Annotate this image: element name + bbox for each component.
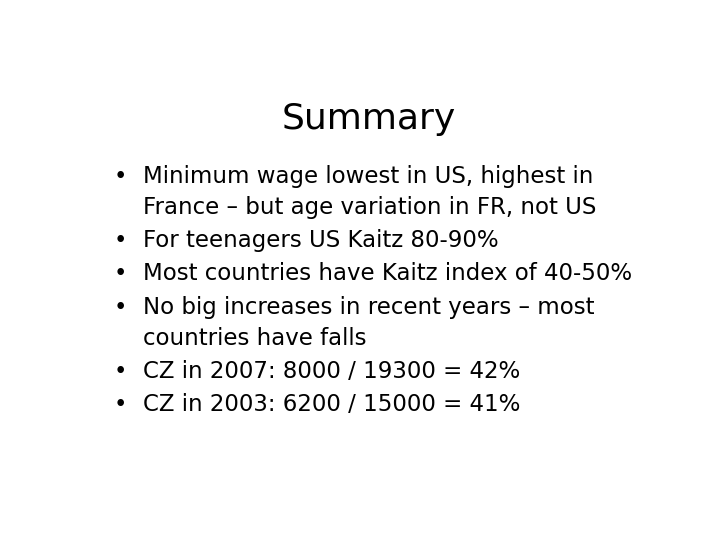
Text: CZ in 2003: 6200 / 15000 = 41%: CZ in 2003: 6200 / 15000 = 41% — [143, 393, 521, 416]
Text: •: • — [114, 165, 127, 187]
Text: countries have falls: countries have falls — [143, 327, 366, 350]
Text: For teenagers US Kaitz 80-90%: For teenagers US Kaitz 80-90% — [143, 229, 499, 252]
Text: France – but age variation in FR, not US: France – but age variation in FR, not US — [143, 196, 596, 219]
Text: •: • — [114, 360, 127, 383]
Text: •: • — [114, 295, 127, 319]
Text: CZ in 2007: 8000 / 19300 = 42%: CZ in 2007: 8000 / 19300 = 42% — [143, 360, 521, 383]
Text: Minimum wage lowest in US, highest in: Minimum wage lowest in US, highest in — [143, 165, 593, 187]
Text: •: • — [114, 229, 127, 252]
Text: Most countries have Kaitz index of 40-50%: Most countries have Kaitz index of 40-50… — [143, 262, 632, 285]
Text: No big increases in recent years – most: No big increases in recent years – most — [143, 295, 595, 319]
Text: •: • — [114, 393, 127, 416]
Text: •: • — [114, 262, 127, 285]
Text: Summary: Summary — [282, 102, 456, 136]
